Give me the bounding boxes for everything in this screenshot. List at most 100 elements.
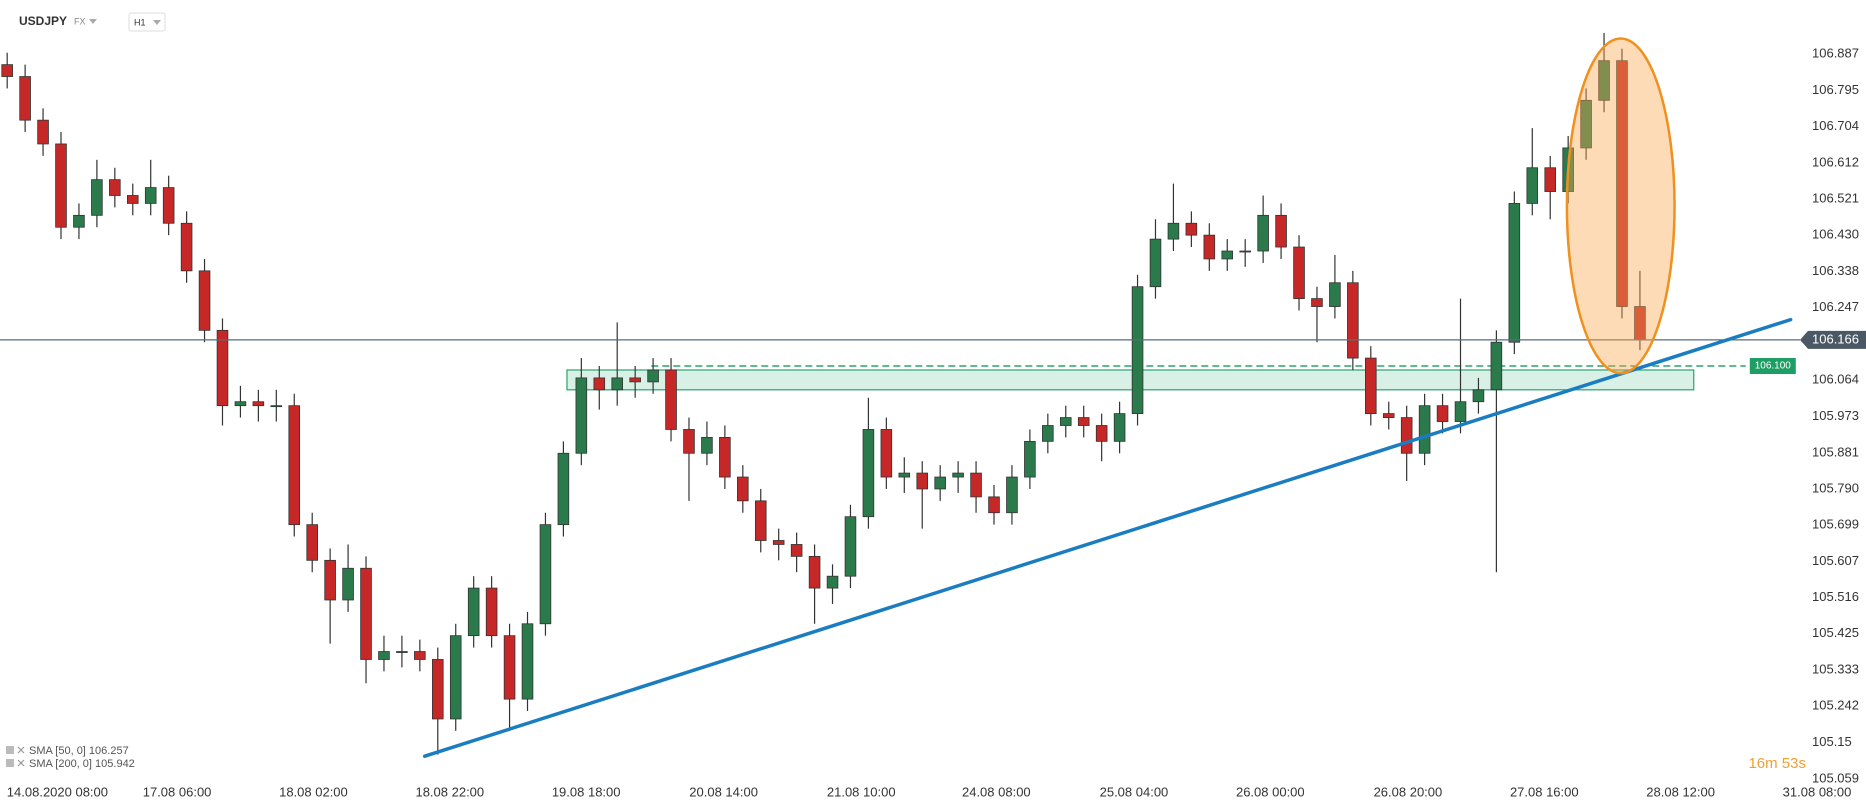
interval-box[interactable]: [128, 12, 166, 32]
candle-body: [1365, 357, 1377, 415]
support-zone: [566, 369, 1695, 391]
candle-body: [180, 222, 193, 272]
candle-body: [593, 377, 606, 391]
candle-body: [126, 195, 139, 204]
y-tick-label: 105.790: [1812, 480, 1859, 495]
dropdown-arrow[interactable]: [153, 20, 161, 25]
candle-body: [449, 635, 462, 720]
candle-body: [629, 377, 641, 383]
legend-icon[interactable]: [6, 746, 14, 754]
candle-body: [485, 587, 498, 637]
candle-body: [1059, 417, 1072, 426]
candle-body: [611, 377, 623, 391]
candle-body: [270, 405, 283, 408]
dropdown-arrow[interactable]: [89, 19, 97, 24]
x-tick-label: 24.08 08:00: [962, 784, 1031, 799]
candle-body: [826, 575, 839, 589]
y-tick-label: 105.973: [1812, 408, 1859, 423]
remove-icon[interactable]: [17, 759, 25, 767]
indicator-label: SMA [50, 0] 106.257: [29, 745, 129, 757]
candle-body: [1, 64, 13, 77]
candle-body: [198, 270, 211, 331]
candle-body: [772, 540, 785, 545]
candle-body: [1454, 401, 1467, 422]
candle-body: [1418, 405, 1431, 454]
x-tick-label: 28.08 12:00: [1646, 784, 1715, 799]
trendline: [422, 317, 1793, 758]
candle-body: [1131, 286, 1144, 415]
x-tick-label: 18.08 22:00: [415, 784, 484, 799]
market: FX: [74, 16, 86, 26]
candle-body: [1042, 425, 1054, 442]
x-tick-label: 14.08.2020 08:00: [7, 784, 108, 799]
remove-icon[interactable]: [17, 746, 25, 754]
y-tick-label: 105.881: [1812, 444, 1859, 459]
candle-body: [324, 559, 336, 601]
candle-body: [1490, 341, 1503, 391]
candle-body: [342, 567, 354, 601]
candle-body: [234, 401, 247, 407]
candle-body: [109, 179, 121, 196]
candle-body: [934, 476, 946, 490]
candle-body: [1382, 413, 1395, 418]
candle-body: [467, 587, 480, 637]
candle-body: [414, 651, 426, 660]
candle-body: [1436, 405, 1449, 422]
candle-body: [19, 76, 31, 121]
candle-body: [916, 472, 929, 490]
candle-body: [1077, 417, 1090, 426]
y-tick-label: 105.607: [1812, 553, 1859, 568]
x-tick-label: 17.08 06:00: [143, 784, 212, 799]
x-tick-label: 20.08 14:00: [689, 784, 758, 799]
candle-body: [737, 476, 749, 502]
candle-body: [396, 651, 408, 653]
y-tick-label: 105.242: [1812, 698, 1859, 713]
candle-body: [1400, 417, 1413, 454]
x-tick-label: 26.08 00:00: [1236, 784, 1305, 799]
candle-body: [91, 179, 103, 216]
y-tick-label: 106.887: [1812, 45, 1859, 60]
legend-icon[interactable]: [6, 759, 14, 767]
candle-body: [880, 429, 893, 478]
indicator-label: SMA [200, 0] 105.942: [29, 758, 135, 770]
candle-body: [1257, 214, 1269, 252]
interval: H1: [134, 17, 146, 27]
candle-body: [1580, 99, 1592, 149]
candle-body: [1598, 60, 1610, 101]
y-tick-label: 106.338: [1812, 263, 1859, 278]
candle-body: [306, 524, 318, 561]
header: USDJPY FX H1: [19, 12, 166, 32]
y-tick-label: 106.795: [1812, 82, 1859, 97]
y-tick-label: 106.704: [1812, 118, 1859, 133]
candle-body: [1616, 60, 1628, 307]
candle-body: [970, 472, 982, 498]
candle-body: [1095, 425, 1108, 442]
x-tick-label: 26.08 20:00: [1374, 784, 1443, 799]
timer: 16m 53s: [1748, 755, 1806, 772]
candle-body: [754, 500, 767, 541]
candle-body: [557, 452, 570, 526]
candle-body: [988, 496, 1000, 514]
candle-body: [288, 405, 301, 526]
candle-body: [37, 119, 49, 145]
candle-body: [432, 659, 444, 720]
candle-body: [1006, 476, 1018, 514]
candle-body: [1221, 250, 1234, 260]
candle-body: [575, 377, 588, 454]
candle-body: [1167, 222, 1180, 240]
y-tick-label: 105.699: [1812, 516, 1859, 531]
candle-body: [1203, 234, 1216, 260]
candle-body: [1024, 440, 1036, 478]
candle-body: [790, 544, 803, 557]
candle-body: [503, 635, 516, 700]
candle-body: [162, 187, 175, 224]
level-label: 106.100: [1755, 361, 1792, 372]
y-tick-label: 105.333: [1812, 662, 1859, 677]
x-tick-label: 27.08 16:00: [1510, 784, 1579, 799]
candle-body: [701, 436, 713, 454]
y-tick-label: 105.15: [1812, 734, 1852, 749]
candle-body: [1275, 214, 1287, 248]
x-tick-label: 19.08 18:00: [552, 784, 621, 799]
candle-body: [844, 516, 857, 577]
